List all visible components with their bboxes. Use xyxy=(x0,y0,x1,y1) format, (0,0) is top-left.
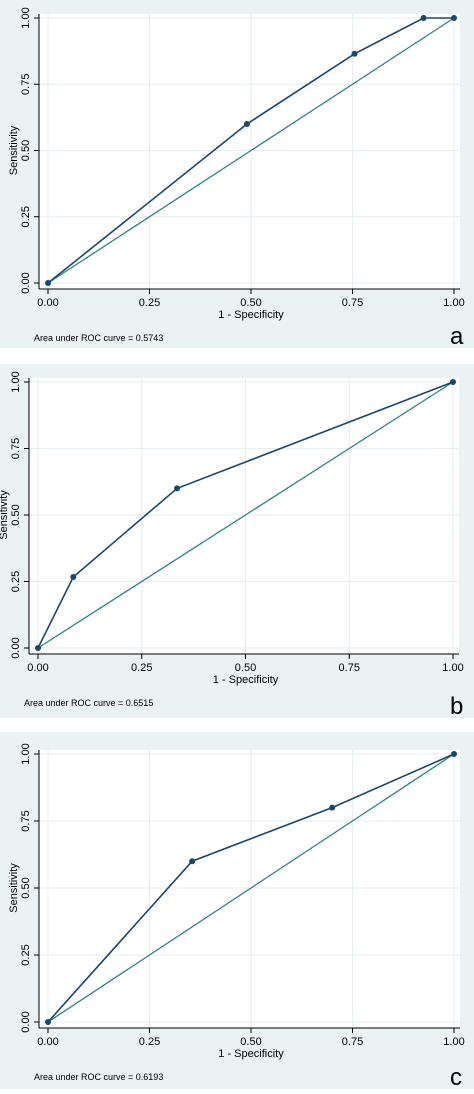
roc-point xyxy=(329,804,336,811)
y-tick-label: 0.25 xyxy=(20,944,32,965)
auc-annotation: Area under ROC curve = 0.6515 xyxy=(24,698,153,708)
y-tick-label: 0.00 xyxy=(10,637,22,658)
x-tick-label: 1.00 xyxy=(443,297,464,309)
y-axis-title: Sensitivity xyxy=(8,125,20,175)
x-axis-title: 1 - Specificity xyxy=(213,674,279,686)
y-tick-label: 0.00 xyxy=(20,1011,32,1032)
x-tick-label: 0.50 xyxy=(235,662,256,674)
roc-curve-line xyxy=(47,753,455,1023)
roc-point xyxy=(189,858,196,865)
y-tick-label: 0.75 xyxy=(10,438,22,459)
x-axis-title: 1 - Specificity xyxy=(218,309,284,321)
roc-panel-c: 0.00 0.25 0.50 0.75 1.00 0.00 0.25 0.50 0.75 1.00… xyxy=(0,732,474,1091)
roc-point xyxy=(45,280,51,286)
y-tick-label: 0.50 xyxy=(10,504,22,525)
y-tick-label: 0.50 xyxy=(20,877,32,898)
roc-point xyxy=(35,645,41,651)
x-tick-label: 0.00 xyxy=(27,662,48,674)
roc-point xyxy=(243,121,250,127)
roc-point xyxy=(451,751,457,757)
x-tick-label: 1.00 xyxy=(443,1036,464,1048)
roc-point xyxy=(351,50,358,57)
roc-point xyxy=(420,15,427,21)
y-tick-label: 0.75 xyxy=(20,810,32,831)
y-axis-title: Sensitivity xyxy=(8,863,20,913)
y-axis-title: Sensitivity xyxy=(0,490,10,540)
x-tick-label: 0.75 xyxy=(339,662,360,674)
reference-line xyxy=(37,381,454,649)
auc-annotation: Area under ROC curve = 0.6193 xyxy=(34,1072,163,1082)
y-tick-label: 0.75 xyxy=(20,74,32,95)
reference-line xyxy=(47,753,455,1023)
roc-curve-line xyxy=(37,381,454,649)
roc-point xyxy=(45,1019,51,1025)
auc-annotation: Area under ROC curve = 0.5743 xyxy=(34,333,163,343)
x-tick-label: 0.75 xyxy=(342,1036,363,1048)
y-tick-label: 0.00 xyxy=(20,272,32,293)
roc-point xyxy=(450,379,456,385)
panel-label: a xyxy=(450,323,464,350)
y-tick-label: 1.00 xyxy=(10,371,22,392)
roc-point xyxy=(174,485,181,492)
x-tick-label: 1.00 xyxy=(442,662,463,674)
y-tick-label: 1.00 xyxy=(20,743,32,764)
x-tick-label: 0.25 xyxy=(139,1036,160,1048)
y-tick-label: 0.25 xyxy=(10,571,22,592)
x-tick-label: 0.00 xyxy=(37,297,58,309)
roc-panel-b: 0.00 0.25 0.50 0.75 1.00 0.00 0.25 0.50 0.75 1.00… xyxy=(0,364,474,720)
panel-label: c xyxy=(450,1064,462,1089)
x-tick-label: 0.25 xyxy=(131,662,152,674)
x-tick-label: 0.25 xyxy=(139,297,160,309)
reference-line xyxy=(47,17,455,284)
x-tick-label: 0.75 xyxy=(342,297,363,309)
y-tick-label: 1.00 xyxy=(20,7,32,28)
x-tick-label: 0.50 xyxy=(240,1036,261,1048)
x-tick-label: 0.50 xyxy=(240,297,261,309)
roc-point xyxy=(451,15,457,21)
y-tick-label: 0.50 xyxy=(20,140,32,161)
roc-point xyxy=(70,573,77,580)
x-axis-title: 1 - Specificity xyxy=(218,1048,284,1060)
roc-panel-a: 0.00 0.25 0.50 0.75 1.00 0.00 0.25 0.50 0.75 1.00… xyxy=(0,0,474,350)
y-tick-label: 0.25 xyxy=(20,206,32,227)
panel-label: b xyxy=(450,693,463,720)
x-tick-label: 0.00 xyxy=(37,1036,58,1048)
